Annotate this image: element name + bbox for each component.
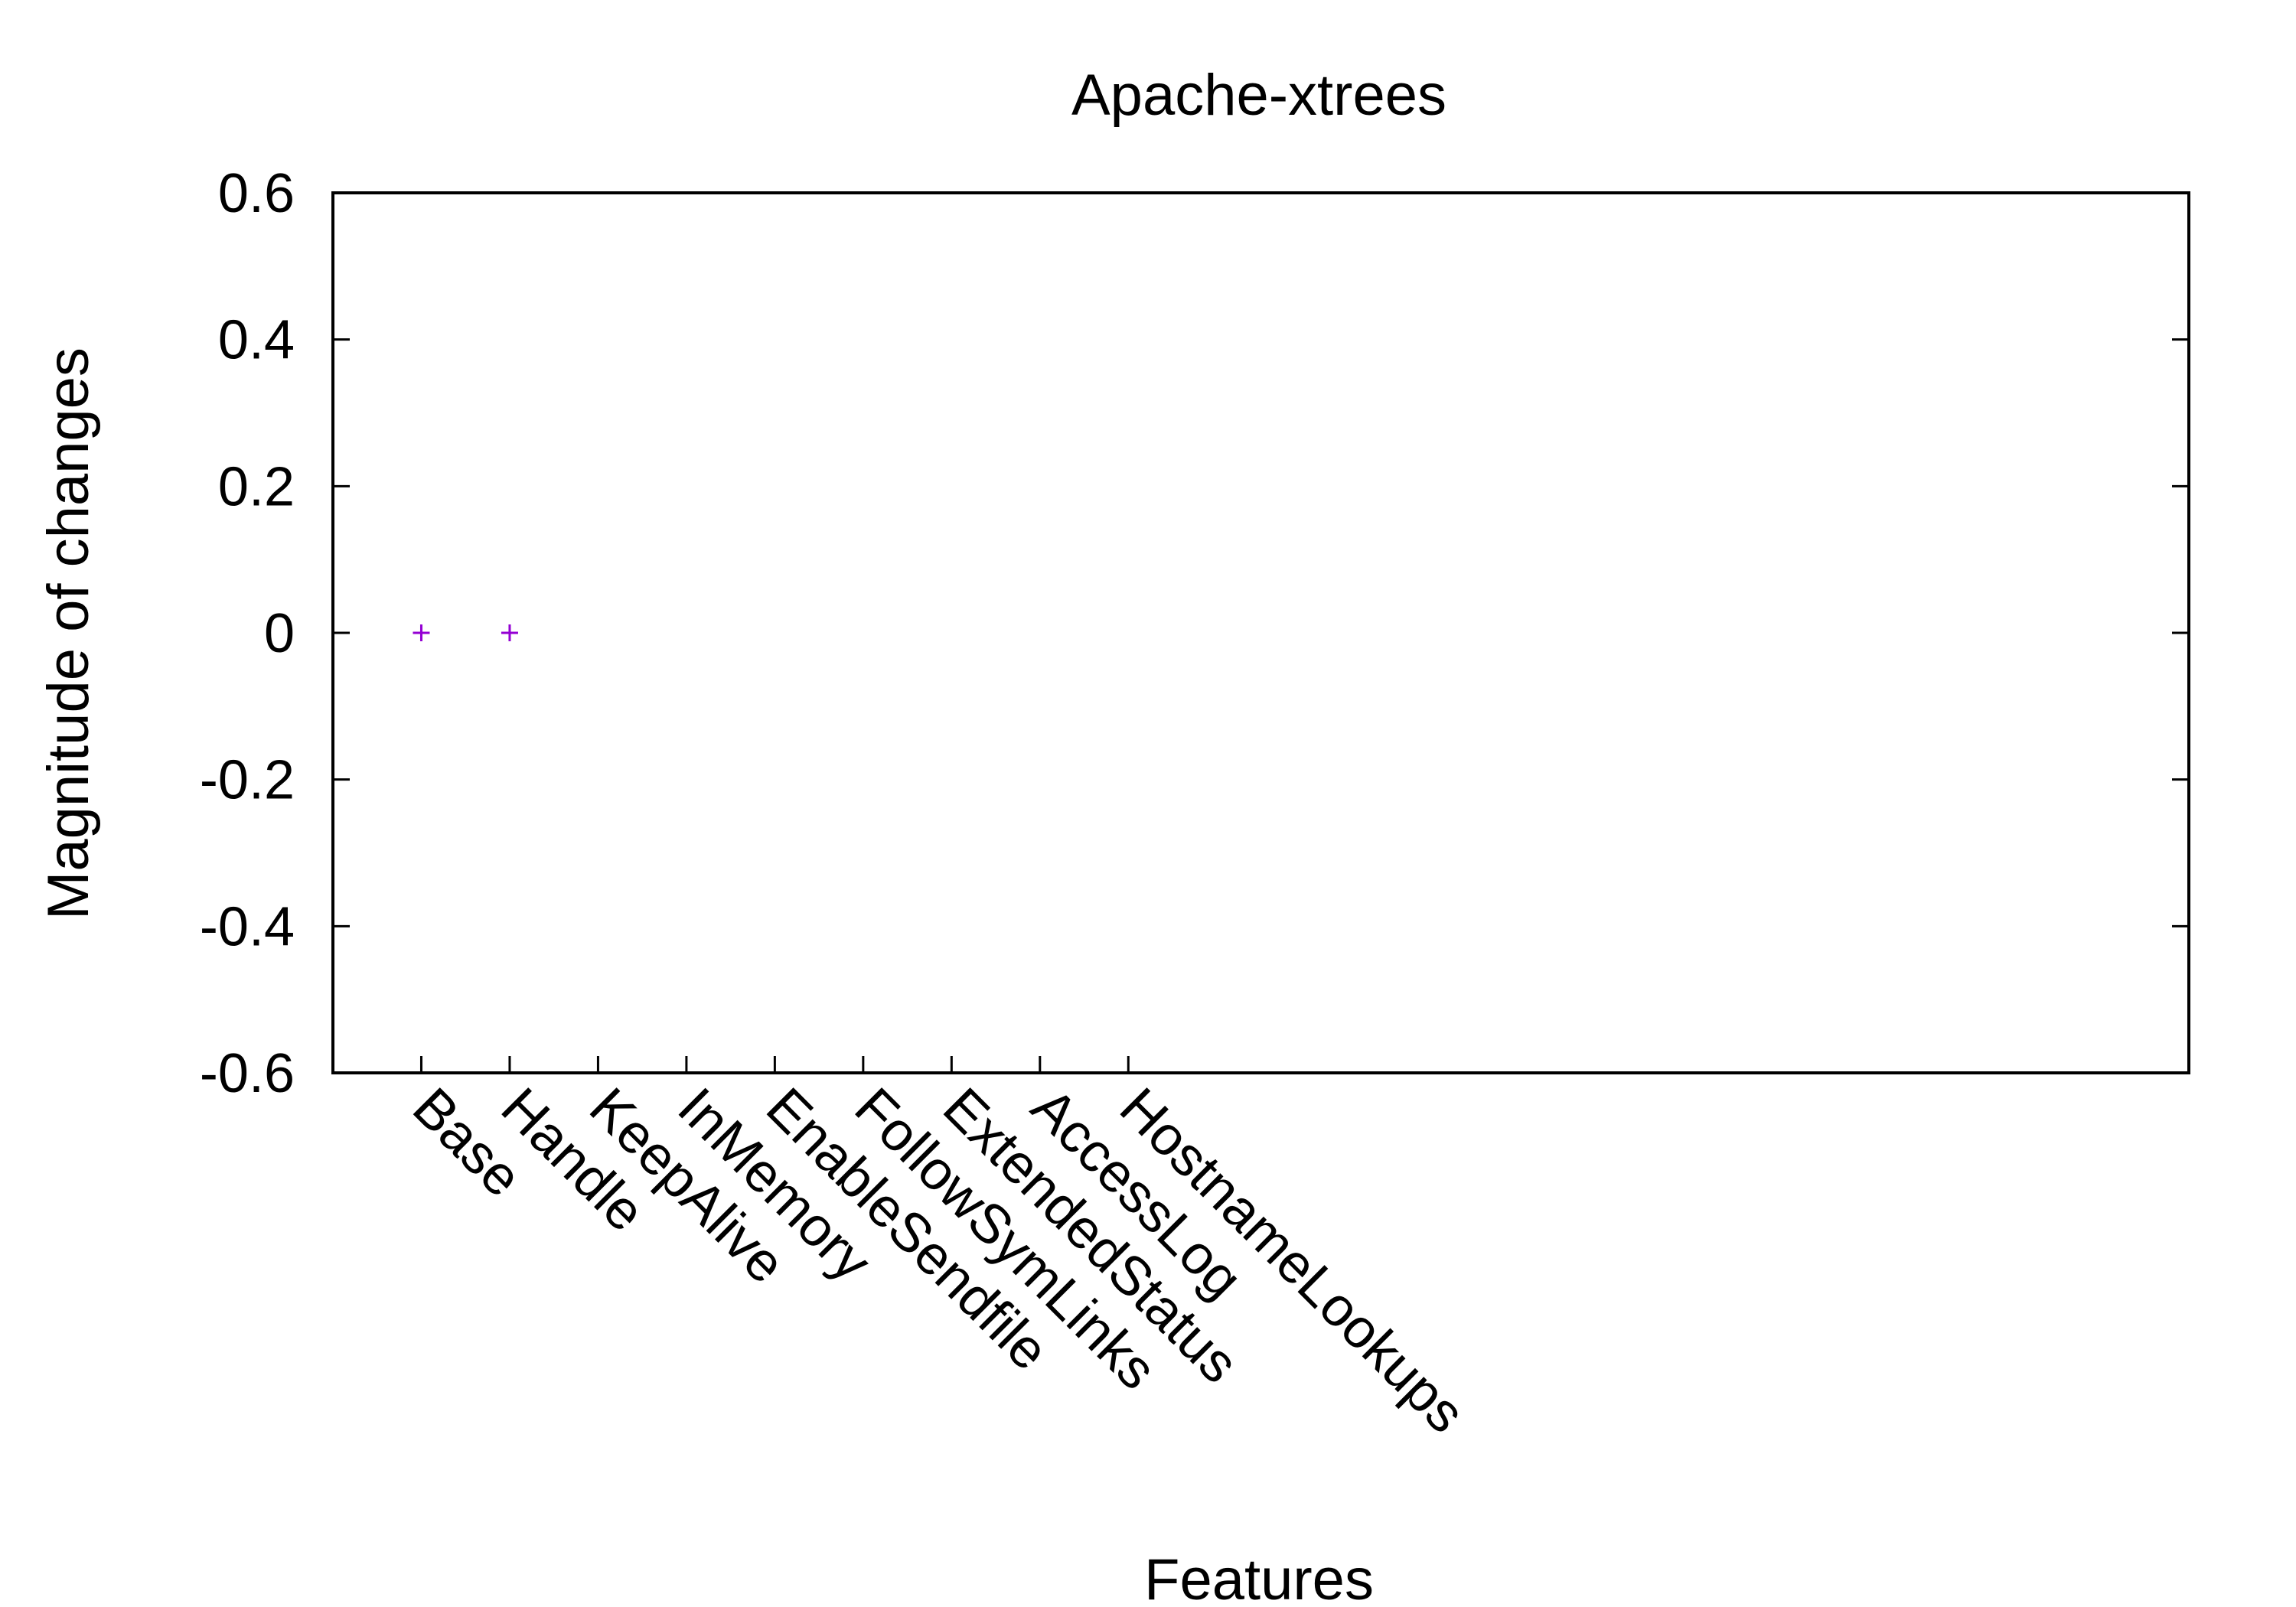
data-points — [413, 624, 518, 641]
x-axis-ticks: BaseHandleKeepAliveInMemoryEnableSendfil… — [401, 1056, 1476, 1445]
data-point-marker — [413, 624, 430, 641]
plot-area-frame — [331, 191, 2190, 1074]
y-axis-ticks: -0.6 -0.4 -0.2 0 0.2 0.4 0.6 — [200, 163, 2189, 1104]
y-tick-label: 0.4 — [218, 310, 295, 371]
y-axis-label: Magnitude of changes — [36, 347, 101, 920]
x-axis-label: Features — [1144, 1547, 1374, 1607]
data-point-marker — [501, 624, 518, 641]
y-tick-label: 0.2 — [218, 456, 295, 517]
chart-title: Apache-xtrees — [1071, 63, 1446, 128]
y-tick-label: 0 — [264, 603, 295, 664]
y-tick-label: -0.6 — [200, 1043, 295, 1104]
y-tick-label: -0.2 — [200, 750, 295, 811]
y-tick-label: 0.6 — [218, 163, 295, 224]
y-tick-label: -0.4 — [200, 896, 295, 957]
